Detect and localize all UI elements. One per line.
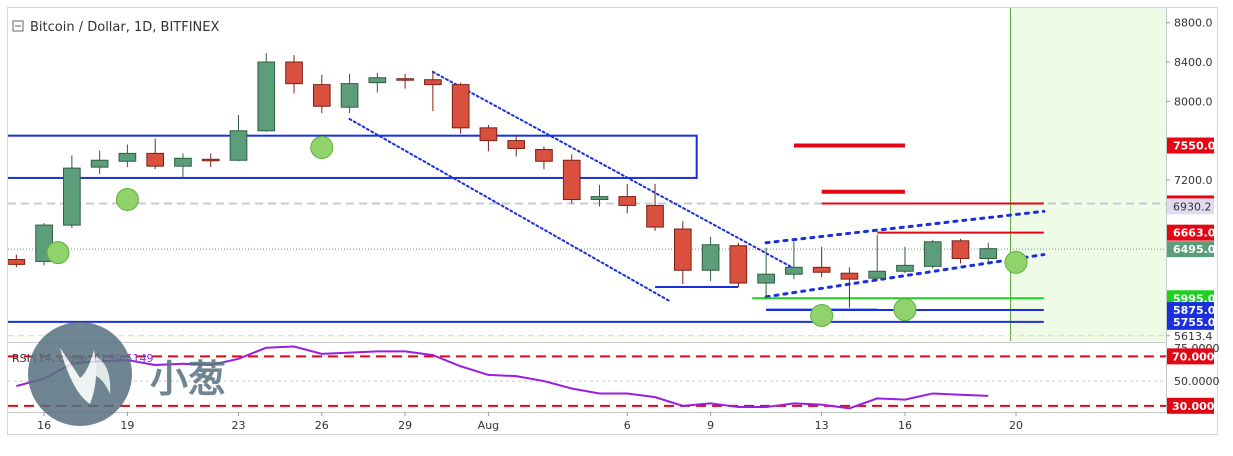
rsi-plot-area[interactable]	[8, 345, 1166, 410]
price-tick-label: 8400.0	[1174, 56, 1213, 69]
candle-body	[424, 79, 442, 86]
candle-body	[618, 196, 637, 206]
price-tick-label: 8000.0	[1174, 95, 1213, 108]
price-badge-label: 7550.0	[1173, 140, 1216, 153]
candle-body	[8, 258, 26, 265]
signal-marker	[1004, 250, 1028, 274]
signal-marker	[310, 135, 334, 159]
leaf-shape	[60, 348, 97, 404]
rsi-level-badge-label: 70.0000	[1172, 350, 1222, 363]
rsi-pane-bg	[8, 344, 1166, 412]
time-tick-label: 29	[398, 419, 412, 432]
candle-body	[257, 61, 276, 132]
candle-body	[757, 273, 775, 284]
candle-body	[479, 127, 498, 142]
candle-body	[868, 270, 887, 279]
time-tick-label: 20	[1009, 419, 1023, 432]
price-badge-label: 6663.0	[1173, 227, 1216, 240]
candle-body	[396, 78, 414, 81]
time-tick-label: 26	[315, 419, 329, 432]
channel-line	[764, 209, 1046, 245]
price-badge-label: 6495.0	[1173, 243, 1216, 256]
candle-body	[90, 159, 109, 168]
candle-body	[785, 266, 803, 275]
candle-body	[451, 84, 470, 129]
candle-body	[312, 84, 331, 107]
rsi-tick-label: 50.0000	[1174, 375, 1220, 388]
candle-body	[923, 241, 942, 267]
candle-body	[979, 248, 998, 259]
candle-body	[118, 152, 137, 162]
price-tick-label: 5613.4	[1174, 330, 1213, 343]
rsi-level-badge-label: 30.0000	[1172, 400, 1222, 413]
price-badge	[1167, 313, 1214, 330]
candle-body	[507, 140, 526, 149]
candle-body	[896, 264, 914, 272]
candle-body	[590, 196, 609, 201]
watermark-text: 小葱	[150, 357, 226, 401]
price-badge-label: 5875.0	[1173, 304, 1216, 317]
price-badges: 7550.06960.06930.26663.06495.05995.05875…	[1167, 137, 1222, 414]
time-tick-label: 23	[231, 419, 245, 432]
price-badge	[1167, 224, 1214, 241]
signal-marker	[46, 241, 70, 265]
chart-frame	[7, 7, 1218, 435]
time-tick-label: 19	[120, 419, 134, 432]
watermark: 小葱	[28, 322, 226, 426]
candle-body	[146, 152, 165, 167]
onion-leaf-logo-icon	[28, 322, 132, 426]
chart-header: Bitcoin / Dollar, 1D, BITFINEX	[12, 20, 219, 35]
chart-title: Bitcoin / Dollar, 1D, BITFINEX	[30, 20, 219, 35]
time-tick-label: 16	[37, 419, 51, 432]
signal-marker	[893, 298, 917, 322]
price-badge	[1167, 198, 1214, 215]
rsi-level-badge	[1167, 397, 1214, 414]
candle-body	[562, 159, 581, 201]
time-tick-label: 13	[815, 419, 829, 432]
price-badge	[1167, 241, 1214, 258]
candle-body	[812, 266, 831, 273]
price-badge	[1167, 137, 1214, 154]
time-tick-label: 16	[898, 419, 912, 432]
candle-body	[285, 61, 303, 85]
price-badge-label: 5755.0	[1173, 316, 1216, 329]
candle-body	[840, 272, 859, 280]
rsi-level-badge	[1167, 348, 1214, 365]
price-badge-label: 5995.0	[1173, 292, 1216, 305]
time-tick-label: 6	[624, 419, 631, 432]
main-plot-area[interactable]	[2, 53, 1166, 337]
time-tick-label: Aug	[478, 419, 499, 432]
signal-marker	[115, 188, 139, 212]
candle-body	[535, 148, 553, 162]
candle-body	[701, 244, 720, 271]
price-badge-label: 6930.2	[1173, 200, 1212, 213]
candle-body	[174, 157, 192, 167]
range-box	[8, 134, 698, 179]
forecast-zone	[1010, 8, 1166, 341]
channel-line	[348, 118, 670, 302]
price-tick-label: 8800.0	[1174, 17, 1213, 30]
channel-line	[764, 253, 1046, 299]
leaf-shape-small	[96, 356, 111, 394]
candle-body	[340, 83, 359, 108]
candle-body	[729, 245, 748, 284]
candle-body	[229, 130, 248, 161]
rsi-line	[16, 345, 989, 410]
price-tick-label: 7200.0	[1174, 174, 1213, 187]
main-pane-bg	[8, 8, 1166, 341]
channel-line	[431, 70, 795, 270]
time-tick-label: 9	[707, 419, 714, 432]
candle-body	[201, 158, 220, 162]
candle-body	[673, 228, 692, 271]
candle-body	[63, 167, 81, 226]
candle-body	[951, 240, 970, 259]
candle-body	[368, 77, 387, 84]
signal-marker	[810, 303, 834, 327]
candle-body	[646, 204, 664, 228]
